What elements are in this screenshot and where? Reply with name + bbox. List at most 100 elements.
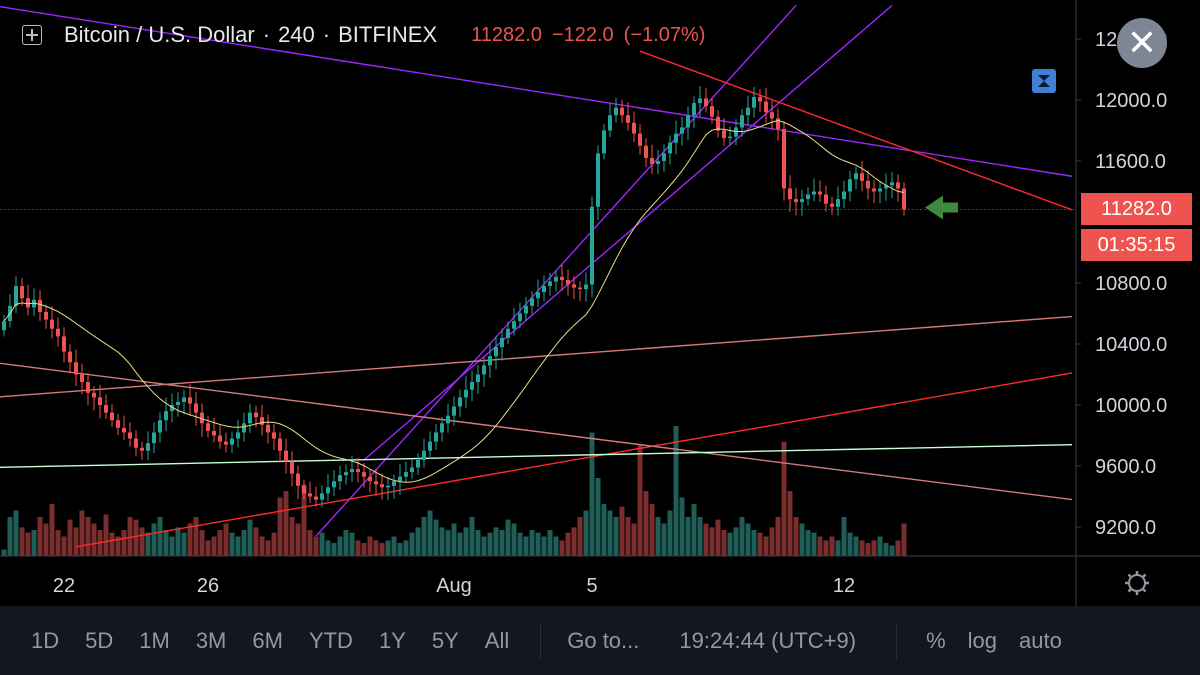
volume-bar [697,517,703,556]
candle-body [836,199,840,207]
interval-label[interactable]: 240 [278,22,315,47]
symbol-name[interactable]: Bitcoin / U.S. Dollar [64,22,255,47]
volume-bar [811,532,817,556]
volume-bar [853,536,859,556]
candle-body [680,127,684,134]
percent-scale-toggle[interactable]: % [926,627,946,653]
candle-body [728,136,732,139]
range-5d[interactable]: 5D [85,627,114,653]
candle-body [638,133,642,146]
range-5y[interactable]: 5Y [431,627,459,653]
volume-bar [589,432,595,556]
volume-bar [217,530,223,556]
range-1d[interactable]: 1D [31,627,60,653]
log-scale-toggle[interactable]: log [967,627,998,653]
price-label: 11600.0 [1095,151,1166,173]
range-buttons: 1D 5D 1M 3M 6M YTD 1Y 5Y All [18,628,522,654]
gear-tooth [1127,588,1132,593]
volume-bar [637,445,643,556]
candle-body [86,382,90,393]
candle-body [656,161,660,165]
range-ytd[interactable]: YTD [308,627,353,653]
candle-body [260,417,264,425]
volume-bar [307,530,313,556]
candle-body [380,484,384,488]
volume-bar [421,517,427,556]
price-label: 12000.0 [1095,90,1167,112]
volume-bar [235,536,241,556]
volume-bar [769,527,775,556]
candle-body [296,473,300,486]
candle-body [578,287,582,290]
candle-body [860,173,864,181]
volume-bar [205,540,211,556]
volume-bar [727,532,733,556]
range-1y[interactable]: 1Y [378,627,406,653]
timezone-clock[interactable]: 19:24:44 (UTC+9) [679,627,857,653]
candle-body [104,405,108,413]
volume-bar [277,497,283,556]
volume-bar [187,523,193,556]
volume-bar [451,523,457,556]
candle-body [554,276,558,282]
auto-scale-button[interactable] [1032,69,1056,93]
volume-bar [559,540,565,556]
go-to-button[interactable]: Go to... [567,627,640,653]
range-1m[interactable]: 1M [139,627,170,653]
time-label: 26 [197,575,219,597]
candle-body [500,337,504,348]
volume-bar [391,536,397,556]
candle-body [134,438,138,448]
volume-bar [667,510,673,556]
candle-body [320,493,324,500]
volume-bar [679,497,685,556]
volume-bar [343,530,349,556]
candle-body [890,182,894,186]
volume-bar [547,530,553,556]
candle-body [794,199,798,203]
price-chart[interactable]: 12400.012000.011600.010800.010400.010000… [0,0,1200,606]
candle-body [248,412,252,424]
range-all[interactable]: All [484,627,510,653]
pink-descending-line [0,362,1073,501]
volume-bar [331,543,337,556]
auto-scale-toggle[interactable]: auto [1019,627,1062,653]
candle-body [536,292,540,299]
candle-body [770,112,774,119]
candle-body [818,191,822,195]
candle-body [872,188,876,192]
volume-bar [157,517,163,556]
volume-bar [871,540,877,556]
volume-bar [583,510,589,556]
candle-body [398,476,402,482]
collapse-legend-icon[interactable] [22,25,42,45]
volume-bar [481,536,487,556]
volume-bar [733,527,739,556]
candle-body [668,142,672,154]
volume-bar [847,532,853,556]
volume-bar [499,530,505,556]
close-button[interactable]: ✕ [1117,18,1167,68]
candle-body [2,321,6,331]
volume-bar [409,532,415,556]
candle-body [626,115,630,123]
candle-body [128,432,132,439]
candle-body [410,467,414,473]
candle-body [308,493,312,497]
volume-bar [493,527,499,556]
volume-bar [649,504,655,556]
candle-body [152,432,156,444]
candle-body [740,115,744,128]
volume-bar [631,523,637,556]
candle-body [464,389,468,398]
range-3m[interactable]: 3M [195,627,227,653]
volume-bar [463,527,469,556]
range-6m[interactable]: 6M [252,627,283,653]
candle-body [692,103,696,116]
candle-body [704,98,708,107]
channel-upper-line [363,4,893,461]
volume-bar [91,523,97,556]
volume-bar [607,510,613,556]
candle-body [752,96,756,108]
candle-body [674,133,678,143]
